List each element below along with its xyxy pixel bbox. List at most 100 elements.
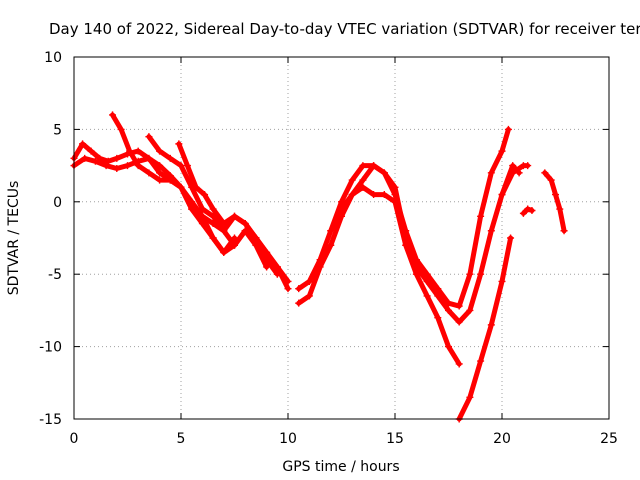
data-point-marker bbox=[156, 169, 164, 177]
data-point-marker bbox=[509, 169, 517, 177]
data-point-marker bbox=[455, 360, 463, 368]
data-point-marker bbox=[370, 162, 378, 170]
data-point-marker bbox=[552, 191, 559, 199]
series-track-i bbox=[455, 234, 515, 423]
data-point-marker bbox=[273, 270, 281, 278]
data-point-marker bbox=[528, 206, 536, 214]
data-point-marker bbox=[241, 220, 249, 228]
data-point-marker bbox=[96, 154, 104, 162]
data-point-marker bbox=[370, 191, 378, 199]
data-point-marker bbox=[423, 292, 431, 300]
data-point-marker bbox=[455, 318, 463, 326]
data-point-marker bbox=[434, 314, 442, 322]
data-point-marker bbox=[498, 147, 506, 155]
data-point-marker bbox=[466, 306, 474, 314]
series-track-d bbox=[145, 133, 271, 271]
data-point-marker bbox=[145, 169, 153, 177]
data-point-marker bbox=[175, 140, 183, 148]
data-series bbox=[70, 111, 568, 423]
data-point-marker bbox=[231, 241, 238, 249]
data-point-marker bbox=[252, 234, 260, 242]
data-point-marker bbox=[156, 176, 164, 184]
data-point-marker bbox=[166, 154, 174, 162]
data-point-marker bbox=[338, 205, 345, 213]
data-point-marker bbox=[305, 292, 313, 300]
data-point-marker bbox=[209, 205, 217, 213]
series-track-e bbox=[175, 140, 281, 278]
x-tick-label: 10 bbox=[279, 431, 297, 447]
data-point-marker bbox=[509, 162, 517, 170]
data-point-marker bbox=[316, 263, 324, 271]
data-point-marker bbox=[198, 205, 206, 213]
y-tick-label: -10 bbox=[39, 340, 62, 356]
series-line bbox=[71, 155, 291, 284]
data-point-marker bbox=[295, 285, 303, 293]
data-point-marker bbox=[507, 234, 515, 242]
data-point-marker bbox=[183, 162, 191, 170]
data-point-marker bbox=[102, 162, 110, 170]
data-point-marker bbox=[524, 205, 532, 213]
data-point-marker bbox=[487, 227, 495, 235]
y-axis-label: SDTVAR / TECUs bbox=[6, 181, 22, 296]
data-point-marker bbox=[498, 191, 506, 199]
data-point-marker bbox=[79, 140, 87, 148]
data-point-marker bbox=[402, 241, 410, 249]
data-point-marker bbox=[220, 220, 228, 228]
data-point-marker bbox=[263, 256, 271, 264]
data-point-marker bbox=[87, 147, 95, 155]
data-point-marker bbox=[541, 169, 549, 177]
data-point-marker bbox=[348, 176, 356, 184]
y-tick-label: 10 bbox=[44, 50, 62, 66]
data-point-marker bbox=[145, 133, 153, 141]
data-point-marker bbox=[209, 234, 217, 242]
data-point-marker bbox=[556, 205, 564, 213]
x-tick-label: 15 bbox=[386, 431, 404, 447]
data-point-marker bbox=[124, 162, 131, 170]
x-axis-label: GPS time / hours bbox=[282, 459, 399, 475]
data-point-marker bbox=[220, 227, 228, 235]
data-point-marker bbox=[547, 176, 555, 184]
data-point-marker bbox=[487, 321, 495, 329]
data-point-marker bbox=[487, 169, 495, 177]
data-point-marker bbox=[188, 205, 196, 213]
chart-title: Day 140 of 2022, Sidereal Day-to-day VTE… bbox=[49, 20, 640, 38]
data-point-marker bbox=[177, 162, 185, 170]
data-point-marker bbox=[477, 212, 485, 220]
data-point-marker bbox=[177, 183, 185, 191]
data-point-marker bbox=[359, 183, 367, 191]
data-point-marker bbox=[113, 164, 121, 172]
data-point-marker bbox=[391, 183, 399, 191]
data-point-marker bbox=[134, 162, 142, 170]
data-point-marker bbox=[560, 227, 568, 235]
data-point-marker bbox=[359, 162, 367, 170]
data-point-marker bbox=[117, 125, 125, 133]
data-point-marker bbox=[466, 270, 474, 278]
series-track-j bbox=[498, 162, 532, 199]
data-point-marker bbox=[412, 270, 420, 278]
data-point-marker bbox=[156, 162, 164, 170]
data-point-marker bbox=[295, 299, 303, 307]
data-point-marker bbox=[477, 357, 485, 365]
data-point-marker bbox=[445, 343, 452, 351]
data-point-marker bbox=[423, 277, 431, 285]
data-point-marker bbox=[348, 191, 356, 199]
data-point-marker bbox=[380, 169, 388, 177]
data-point-marker bbox=[455, 302, 463, 310]
data-point-marker bbox=[466, 393, 474, 401]
data-point-marker bbox=[327, 241, 335, 249]
data-point-marker bbox=[380, 191, 388, 199]
data-point-marker bbox=[504, 125, 512, 133]
x-tick-label: 5 bbox=[177, 431, 186, 447]
axis-ticks: 0 5 10 15 20 25 -15 -10 -5 0 5 10 bbox=[39, 50, 618, 447]
data-point-marker bbox=[391, 198, 399, 206]
y-tick-label: 0 bbox=[53, 195, 62, 211]
data-point-marker bbox=[445, 306, 452, 314]
data-point-marker bbox=[126, 147, 134, 155]
y-tick-label: -15 bbox=[39, 412, 62, 428]
data-point-marker bbox=[81, 154, 89, 162]
data-point-marker bbox=[145, 154, 153, 162]
data-point-marker bbox=[305, 277, 313, 285]
data-point-marker bbox=[477, 270, 485, 278]
y-tick-label: -5 bbox=[48, 267, 62, 283]
